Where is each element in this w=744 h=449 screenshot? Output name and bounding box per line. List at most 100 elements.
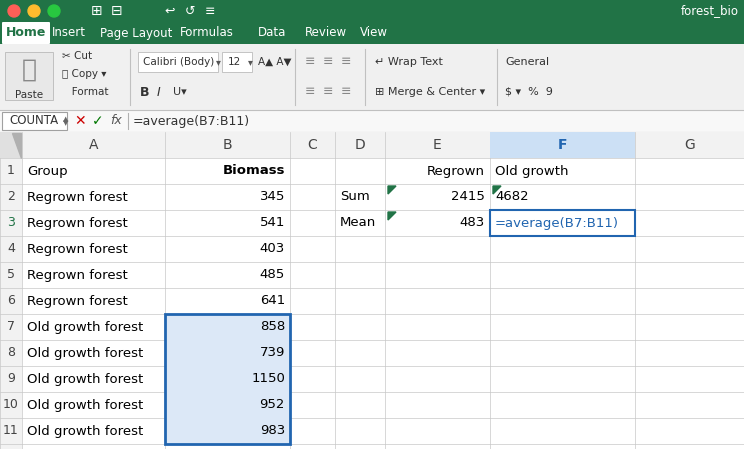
- Text: =average(B7:B11): =average(B7:B11): [133, 114, 250, 128]
- Text: General: General: [505, 57, 549, 67]
- Bar: [0, 158, 22, 449]
- Text: Paste: Paste: [15, 90, 43, 100]
- Text: 641: 641: [260, 295, 285, 308]
- Text: Old growth forest: Old growth forest: [27, 424, 144, 437]
- Bar: [2, 112, 67, 130]
- Text: 345: 345: [260, 190, 285, 203]
- Text: Home: Home: [6, 26, 46, 40]
- Bar: [165, 418, 290, 444]
- Text: ≡: ≡: [341, 85, 351, 98]
- Text: ✓: ✓: [92, 114, 104, 128]
- Text: ≡: ≡: [341, 56, 351, 69]
- Bar: [0, 44, 744, 110]
- Text: Regrown forest: Regrown forest: [27, 295, 128, 308]
- Text: Sum: Sum: [340, 190, 370, 203]
- Bar: [0, 132, 744, 158]
- Bar: [138, 52, 218, 72]
- Text: fx: fx: [110, 114, 122, 128]
- Text: ✂ Cut: ✂ Cut: [62, 51, 92, 61]
- Text: 2415: 2415: [451, 190, 485, 203]
- Text: ✕: ✕: [74, 114, 86, 128]
- Text: 📋: 📋: [22, 58, 36, 82]
- Text: 4: 4: [7, 242, 15, 255]
- Text: 483: 483: [460, 216, 485, 229]
- Text: E: E: [433, 138, 442, 152]
- Bar: [490, 132, 635, 158]
- Text: Group: Group: [27, 164, 68, 177]
- Text: 739: 739: [260, 347, 285, 360]
- Text: Regrown: Regrown: [427, 164, 485, 177]
- Text: ↵ Wrap Text: ↵ Wrap Text: [375, 57, 443, 67]
- Text: COUNTA: COUNTA: [10, 114, 59, 128]
- Text: Old growth: Old growth: [495, 164, 568, 177]
- Text: ↺: ↺: [185, 4, 195, 18]
- Text: 5: 5: [7, 269, 15, 282]
- Text: C: C: [307, 138, 318, 152]
- Text: Format: Format: [62, 87, 109, 97]
- Text: Data: Data: [258, 26, 286, 40]
- Text: ↩: ↩: [164, 4, 176, 18]
- Bar: [490, 210, 635, 236]
- Text: Page Layout: Page Layout: [100, 26, 173, 40]
- Text: F: F: [558, 138, 567, 152]
- Bar: [165, 392, 290, 418]
- Text: Old growth forest: Old growth forest: [27, 347, 144, 360]
- Bar: [165, 366, 290, 392]
- Text: Old growth forest: Old growth forest: [27, 321, 144, 334]
- Bar: [0, 0, 744, 22]
- Text: ⊟: ⊟: [111, 4, 123, 18]
- Text: forest_bio: forest_bio: [681, 4, 739, 18]
- Text: ⎘ Copy ▾: ⎘ Copy ▾: [62, 69, 106, 79]
- Text: 4682: 4682: [495, 190, 529, 203]
- Text: 7: 7: [7, 321, 15, 334]
- Text: ≡: ≡: [323, 56, 333, 69]
- Text: Old growth forest: Old growth forest: [27, 373, 144, 386]
- Text: 952: 952: [260, 399, 285, 411]
- Text: ≡: ≡: [305, 85, 315, 98]
- Text: Calibri (Body): Calibri (Body): [143, 57, 214, 67]
- Text: ≡: ≡: [205, 4, 215, 18]
- Text: Regrown forest: Regrown forest: [27, 242, 128, 255]
- Text: 983: 983: [260, 424, 285, 437]
- Text: I: I: [157, 85, 161, 98]
- Text: Regrown forest: Regrown forest: [27, 190, 128, 203]
- Text: 10: 10: [3, 399, 19, 411]
- Text: =average(B7:B11): =average(B7:B11): [495, 216, 619, 229]
- Text: A: A: [89, 138, 98, 152]
- Polygon shape: [493, 186, 501, 194]
- Text: ⊞ Merge & Center ▾: ⊞ Merge & Center ▾: [375, 87, 485, 97]
- Text: 3: 3: [7, 216, 15, 229]
- Text: 485: 485: [260, 269, 285, 282]
- Text: 1150: 1150: [251, 373, 285, 386]
- Bar: [0, 132, 22, 158]
- Text: 12: 12: [228, 57, 241, 67]
- Text: ⊞: ⊞: [92, 4, 103, 18]
- Text: 858: 858: [260, 321, 285, 334]
- Bar: [5, 52, 53, 100]
- Text: Mean: Mean: [340, 216, 376, 229]
- Text: View: View: [360, 26, 388, 40]
- Text: 8: 8: [7, 347, 15, 360]
- Text: A▲ A▼: A▲ A▼: [258, 57, 292, 67]
- Text: ▾: ▾: [216, 57, 221, 67]
- Text: 1: 1: [7, 164, 15, 177]
- Text: ▾: ▾: [248, 57, 253, 67]
- Text: Old growth forest: Old growth forest: [27, 399, 144, 411]
- Text: Regrown forest: Regrown forest: [27, 269, 128, 282]
- Text: ≡: ≡: [323, 85, 333, 98]
- Text: Formulas: Formulas: [180, 26, 234, 40]
- Bar: [165, 314, 290, 340]
- Text: Regrown forest: Regrown forest: [27, 216, 128, 229]
- Bar: [0, 22, 744, 44]
- Polygon shape: [12, 133, 21, 158]
- Circle shape: [48, 5, 60, 17]
- Bar: [0, 132, 744, 449]
- Text: B: B: [222, 138, 232, 152]
- Bar: [165, 314, 290, 444]
- Circle shape: [28, 5, 40, 17]
- Polygon shape: [388, 212, 396, 220]
- Bar: [0, 110, 744, 132]
- Bar: [222, 52, 252, 72]
- Text: Biomass: Biomass: [222, 164, 285, 177]
- Text: 541: 541: [260, 216, 285, 229]
